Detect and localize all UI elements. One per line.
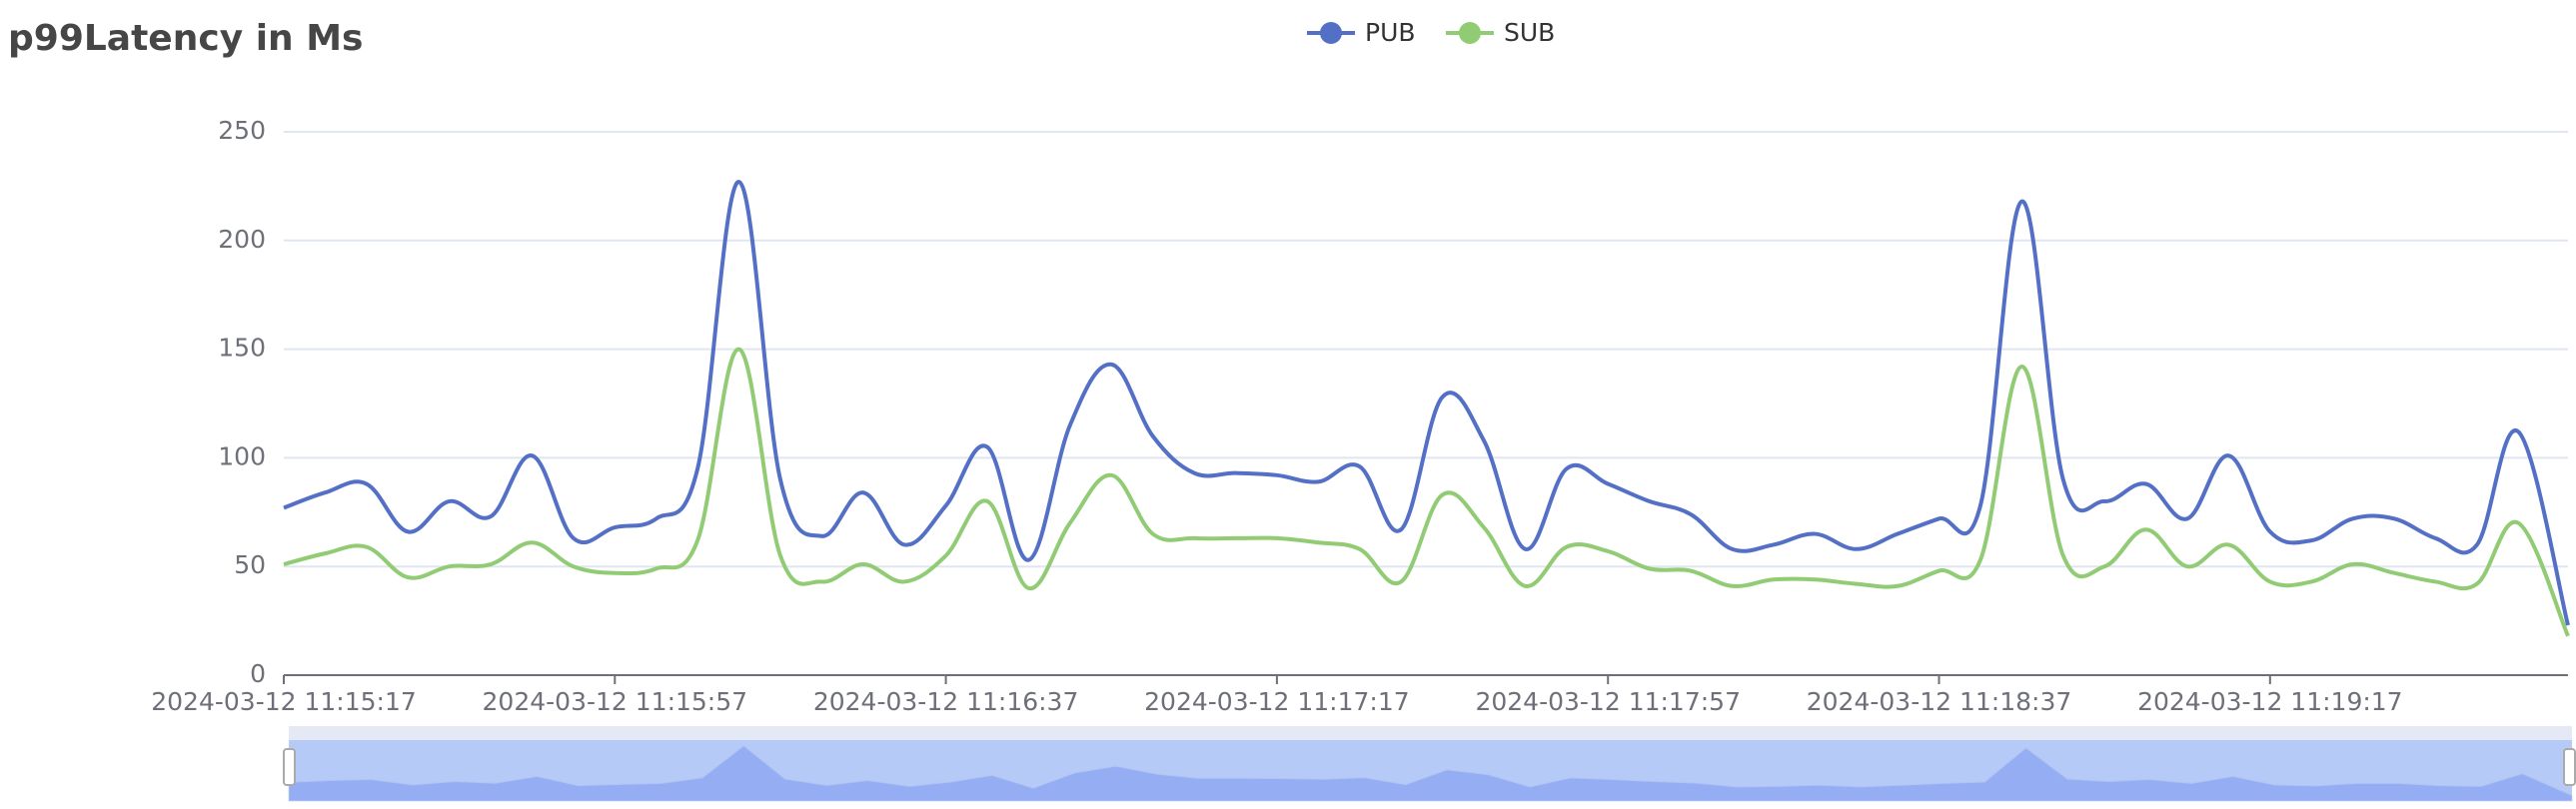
y-tick-label: 50 [234, 550, 266, 579]
x-tick-label: 2024-03-12 11:17:57 [1475, 687, 1741, 716]
data-zoom-slider[interactable] [289, 726, 2572, 801]
y-tick-label: 150 [218, 334, 266, 363]
chart-title: p99Latency in Ms [8, 18, 363, 59]
y-tick-label: 0 [250, 659, 266, 688]
zoom-preview-area [288, 744, 2573, 802]
zoom-window [289, 740, 2572, 801]
zoom-handle-right[interactable] [2563, 748, 2576, 786]
line-series [283, 347, 2570, 637]
legend-label: SUB [1504, 18, 1555, 47]
legend-item[interactable]: PUB [1307, 18, 1416, 47]
legend-marker [1459, 22, 1481, 44]
x-tick-label: 2024-03-12 11:16:37 [813, 687, 1079, 716]
legend-marker [1320, 22, 1342, 44]
y-tick-label: 100 [218, 441, 266, 470]
x-tick-label: 2024-03-12 11:17:17 [1144, 687, 1410, 716]
x-tick-label: 2024-03-12 11:18:37 [1807, 687, 2072, 716]
x-tick-label: 2024-03-12 11:19:17 [2137, 687, 2403, 716]
legend-item[interactable]: SUB [1446, 18, 1555, 47]
x-tick-label: 2024-03-12 11:15:17 [151, 687, 417, 716]
y-tick-label: 250 [218, 116, 266, 145]
line-series [283, 180, 2570, 626]
y-tick-label: 200 [218, 225, 266, 254]
x-tick-label: 2024-03-12 11:15:57 [483, 687, 748, 716]
zoom-handle-left[interactable] [283, 748, 296, 786]
legend-label: PUB [1365, 18, 1416, 47]
